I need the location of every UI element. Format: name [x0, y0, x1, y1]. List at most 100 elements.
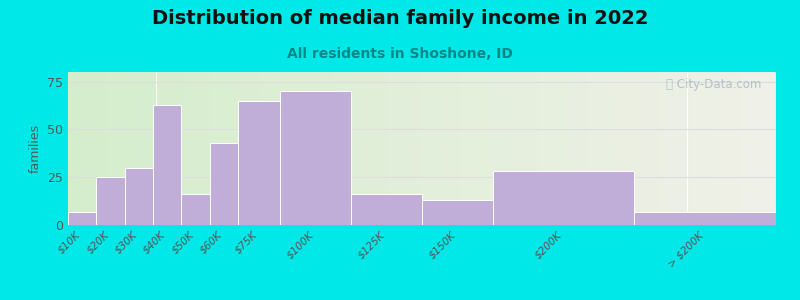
Bar — [599, 0, 602, 225]
Bar — [242, 0, 245, 225]
Bar — [518, 0, 521, 225]
Bar — [454, 0, 458, 225]
Bar — [118, 0, 121, 225]
Bar — [234, 0, 238, 225]
Bar — [730, 0, 734, 225]
Bar — [157, 0, 160, 225]
Bar — [422, 0, 426, 225]
Bar — [86, 0, 90, 225]
Bar — [135, 0, 139, 225]
Bar — [684, 0, 687, 225]
Bar — [716, 0, 719, 225]
Bar — [574, 0, 578, 225]
Bar — [192, 0, 195, 225]
Bar — [426, 0, 429, 225]
Bar — [344, 0, 348, 225]
Bar — [681, 0, 684, 225]
Bar — [525, 0, 528, 225]
Bar — [627, 0, 631, 225]
Bar — [96, 214, 125, 225]
Bar — [238, 101, 280, 225]
Bar — [602, 0, 606, 225]
Bar — [125, 214, 153, 225]
Bar — [68, 0, 71, 225]
Bar — [287, 0, 291, 225]
Bar — [585, 0, 588, 225]
Bar — [309, 0, 312, 225]
Bar — [471, 0, 475, 225]
Bar — [588, 0, 592, 225]
Bar — [493, 171, 634, 225]
Bar — [418, 0, 422, 225]
Bar — [698, 0, 702, 225]
Bar — [468, 0, 471, 225]
Bar — [493, 214, 634, 225]
Bar — [709, 0, 712, 225]
Bar — [649, 0, 652, 225]
Bar — [163, 0, 167, 225]
Bar — [490, 0, 493, 225]
Bar — [280, 91, 351, 225]
Bar — [199, 0, 202, 225]
Bar — [195, 0, 199, 225]
Bar — [744, 0, 748, 225]
Bar — [440, 0, 443, 225]
Bar — [737, 0, 741, 225]
Bar — [553, 0, 557, 225]
Bar — [411, 0, 415, 225]
Bar — [433, 0, 436, 225]
Bar — [670, 0, 674, 225]
Bar — [351, 214, 422, 225]
Bar — [256, 0, 259, 225]
Bar — [231, 0, 234, 225]
Bar — [153, 214, 182, 225]
Bar — [546, 0, 550, 225]
Bar — [153, 104, 182, 225]
Bar — [773, 0, 776, 225]
Bar — [662, 0, 666, 225]
Bar — [326, 0, 330, 225]
Bar — [100, 0, 103, 225]
Bar — [280, 214, 351, 225]
Bar — [188, 0, 192, 225]
Bar — [390, 0, 394, 225]
Bar — [125, 168, 153, 225]
Bar — [351, 194, 422, 225]
Bar — [557, 0, 560, 225]
Bar — [245, 0, 249, 225]
Bar — [631, 0, 634, 225]
Bar — [617, 0, 620, 225]
Bar — [206, 0, 210, 225]
Bar — [634, 0, 638, 225]
Bar — [769, 0, 773, 225]
Bar — [358, 0, 362, 225]
Bar — [132, 0, 135, 225]
Bar — [422, 200, 493, 225]
Bar — [305, 0, 309, 225]
Bar — [78, 0, 82, 225]
Bar — [542, 0, 546, 225]
Bar — [642, 0, 645, 225]
Bar — [220, 0, 224, 225]
Text: All residents in Shoshone, ID: All residents in Shoshone, ID — [287, 46, 513, 61]
Bar — [659, 0, 662, 225]
Bar — [563, 0, 567, 225]
Bar — [376, 0, 379, 225]
Bar — [266, 0, 270, 225]
Bar — [415, 0, 418, 225]
Bar — [139, 0, 142, 225]
Bar — [121, 0, 125, 225]
Bar — [362, 0, 366, 225]
Bar — [754, 0, 758, 225]
Bar — [174, 0, 178, 225]
Bar — [319, 0, 323, 225]
Bar — [634, 214, 776, 225]
Bar — [262, 0, 266, 225]
Bar — [75, 0, 78, 225]
Bar — [213, 0, 217, 225]
Bar — [274, 0, 277, 225]
Bar — [210, 0, 213, 225]
Bar — [238, 214, 280, 225]
Bar — [182, 214, 210, 225]
Bar — [294, 0, 298, 225]
